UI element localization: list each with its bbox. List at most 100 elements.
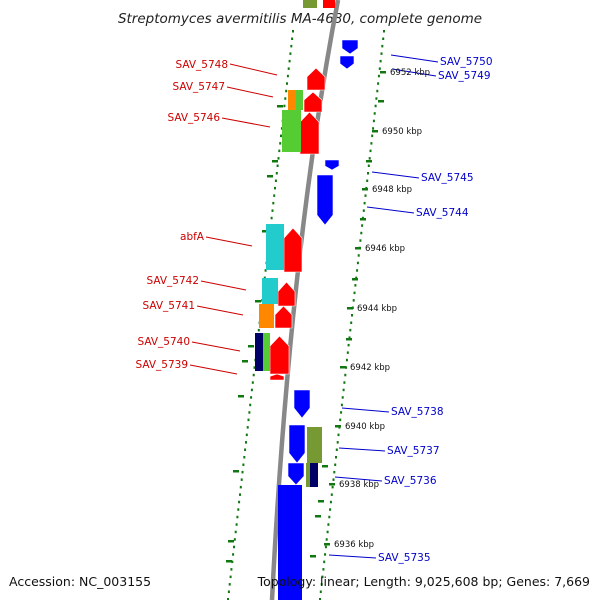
gene-label[interactable]: SAV_5744 xyxy=(416,207,469,219)
right-track-dot xyxy=(363,201,366,205)
left-track-dot xyxy=(288,59,291,63)
left-track-dot xyxy=(234,530,237,534)
left-track-dot xyxy=(247,418,250,422)
right-track-dot xyxy=(354,284,357,287)
label-leader-line xyxy=(338,447,386,452)
left-track-dot xyxy=(286,82,288,85)
gene-label[interactable]: SAV_5738 xyxy=(391,406,444,418)
right-track-dot xyxy=(373,112,376,115)
right-track-dot xyxy=(382,37,385,40)
gene-sav5748-arrow[interactable] xyxy=(306,67,326,91)
right-track-dot xyxy=(335,448,338,451)
right-track-dot xyxy=(322,568,325,571)
gene-label[interactable]: SAV_5750 xyxy=(440,56,493,68)
gene-sav5741-arrow[interactable] xyxy=(274,305,293,329)
gene-label[interactable]: SAV_5749 xyxy=(438,70,491,82)
label-leader-line xyxy=(366,206,415,214)
gene-label[interactable]: abfA xyxy=(180,231,205,243)
left-track-dot xyxy=(286,74,289,78)
left-track-dot xyxy=(233,538,236,541)
gene-label[interactable]: SAV_5741 xyxy=(142,300,195,312)
right-track-dot xyxy=(327,523,330,526)
genome-summary-text: Topology: linear; Length: 9,025,608 bp; … xyxy=(257,574,590,589)
left-track-dot xyxy=(277,157,280,160)
label-leader-line xyxy=(328,554,377,559)
gene-sav5747-arrow[interactable] xyxy=(303,91,323,113)
gene-abfa-arrow[interactable] xyxy=(283,227,303,273)
left-track-dot xyxy=(233,545,235,549)
gene-sav5736-arrow[interactable] xyxy=(287,462,305,486)
right-track-dot xyxy=(334,463,337,466)
gene-sav5750-arrow[interactable] xyxy=(341,39,359,55)
label-leader-line xyxy=(341,407,390,413)
left-track-dot xyxy=(272,201,275,205)
gene-sav5745-arrow[interactable] xyxy=(324,159,340,171)
gene-sav5749-arrow[interactable] xyxy=(339,55,355,70)
left-track-dot xyxy=(243,456,246,459)
left-track-dot xyxy=(271,209,274,212)
gene-sav5740-arrow[interactable] xyxy=(269,335,290,375)
left-track-dot xyxy=(290,44,293,48)
right-track-dot xyxy=(347,343,350,347)
right-track-dot xyxy=(350,321,353,324)
annotation-bar-navy xyxy=(310,463,318,487)
gene-sav5737-arrow[interactable] xyxy=(288,424,306,464)
left-track-dot xyxy=(250,396,253,399)
right-track-dot xyxy=(339,418,342,422)
right-track-dot xyxy=(377,74,380,78)
gene-sav5739-arrow[interactable] xyxy=(269,373,285,381)
label-leader-line xyxy=(371,171,420,179)
gene-label[interactable]: SAV_5740 xyxy=(137,336,190,348)
kbp-tick xyxy=(362,188,368,191)
annotation-bar-green xyxy=(295,110,301,152)
right-track-dot xyxy=(341,396,344,399)
right-track-dot xyxy=(357,254,360,257)
right-track-dot xyxy=(337,433,340,437)
kbp-label: 6936 kbp xyxy=(334,540,374,550)
gene-label[interactable]: SAV_5747 xyxy=(172,81,225,93)
left-track-dot xyxy=(270,216,273,220)
kbp-label: 6952 kbp xyxy=(390,68,430,78)
left-track-dot xyxy=(251,381,254,384)
kbp-label: 6946 kbp xyxy=(365,244,405,254)
left-track-dash xyxy=(242,360,248,363)
annotation-bar-green xyxy=(263,333,270,371)
gene-label[interactable]: SAV_5739 xyxy=(135,359,188,371)
right-track-dot xyxy=(356,269,359,272)
gene-label[interactable]: SAV_5742 xyxy=(146,275,199,287)
feature-top-olive xyxy=(303,0,317,8)
left-track-dot xyxy=(292,30,294,33)
gene-features xyxy=(255,0,359,600)
gene-label[interactable]: SAV_5746 xyxy=(167,112,220,124)
right-track-dot xyxy=(362,209,365,212)
gene-label[interactable]: SAV_5735 xyxy=(378,552,431,564)
accession-text: Accession: NC_003155 xyxy=(9,574,151,589)
gene-sav5738-arrow[interactable] xyxy=(293,389,311,419)
left-track-dot xyxy=(252,373,255,377)
label-leader-line xyxy=(391,68,437,77)
right-track-dot xyxy=(370,142,373,145)
gene-sav5742-arrow[interactable] xyxy=(277,281,296,307)
left-track-dot xyxy=(248,411,251,414)
left-track-dash xyxy=(267,175,273,178)
left-track-dot xyxy=(244,448,247,451)
right-track-dot xyxy=(371,134,374,138)
right-track-dot xyxy=(368,157,371,160)
left-track-dot xyxy=(245,441,247,444)
right-track-dot xyxy=(353,291,356,295)
left-track-dot xyxy=(284,97,287,100)
right-track-dot xyxy=(359,239,362,242)
right-track-dot xyxy=(346,351,349,354)
gene-label[interactable]: SAV_5745 xyxy=(421,172,474,184)
gene-label[interactable]: SAV_5748 xyxy=(175,59,228,71)
right-track-dot xyxy=(369,149,372,153)
right-track-dot xyxy=(328,515,331,519)
gene-label[interactable]: SAV_5736 xyxy=(384,475,437,487)
gene-label[interactable]: SAV_5737 xyxy=(387,445,440,457)
gene-sav5735-bar xyxy=(278,485,302,600)
right-track-dot xyxy=(355,276,358,280)
right-track-dot xyxy=(340,403,343,407)
gene-sav5744-arrow[interactable] xyxy=(316,174,334,226)
right-track-dot xyxy=(332,478,335,481)
